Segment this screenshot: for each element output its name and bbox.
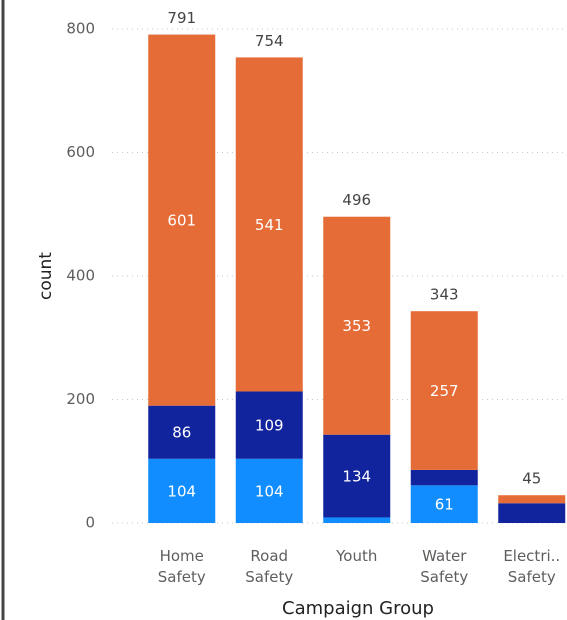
data-label: 353 [342,317,371,335]
x-tick-label: Electri.. Safety [503,547,561,586]
total-label: 496 [342,191,371,209]
bar-segment [498,495,566,504]
data-label: 601 [167,212,196,230]
x-axis-label: Campaign Group [282,598,434,619]
total-label: 791 [167,9,196,27]
x-tick-label: Home Safety [157,547,206,586]
bar-segment [235,57,303,392]
x-tick-label: Youth [336,547,378,565]
data-label: 104 [167,482,196,500]
data-label: 104 [255,482,284,500]
bar-segment [323,517,391,523]
bar-segment [323,216,391,435]
bar-segment [235,458,303,523]
total-label: 45 [522,470,541,488]
bar-segment [410,311,478,470]
x-tick-label: Water Safety [420,547,469,586]
y-tick-label: 800 [66,20,95,38]
bar-segment [148,34,216,406]
data-label: 134 [342,468,371,486]
x-tick-label: Road Safety [245,547,294,586]
data-label: 257 [430,382,459,400]
y-tick-label: 400 [66,267,95,285]
data-label: 541 [255,216,284,234]
bar-segment [323,434,391,518]
y-tick-label: 0 [85,514,95,532]
y-tick-label: 200 [66,390,95,408]
total-label: 754 [255,32,284,50]
total-label: 343 [430,286,459,304]
data-label: 109 [255,417,284,435]
bar-segment [498,503,566,523]
bar-segment [410,469,478,486]
data-label: 86 [172,424,191,442]
bar-segment [148,458,216,523]
bar-segment [148,405,216,459]
data-label: 61 [435,496,454,514]
bar-segment [410,485,478,523]
bar-segment [235,391,303,459]
y-tick-label: 600 [66,143,95,161]
y-axis-label: count [36,252,56,300]
